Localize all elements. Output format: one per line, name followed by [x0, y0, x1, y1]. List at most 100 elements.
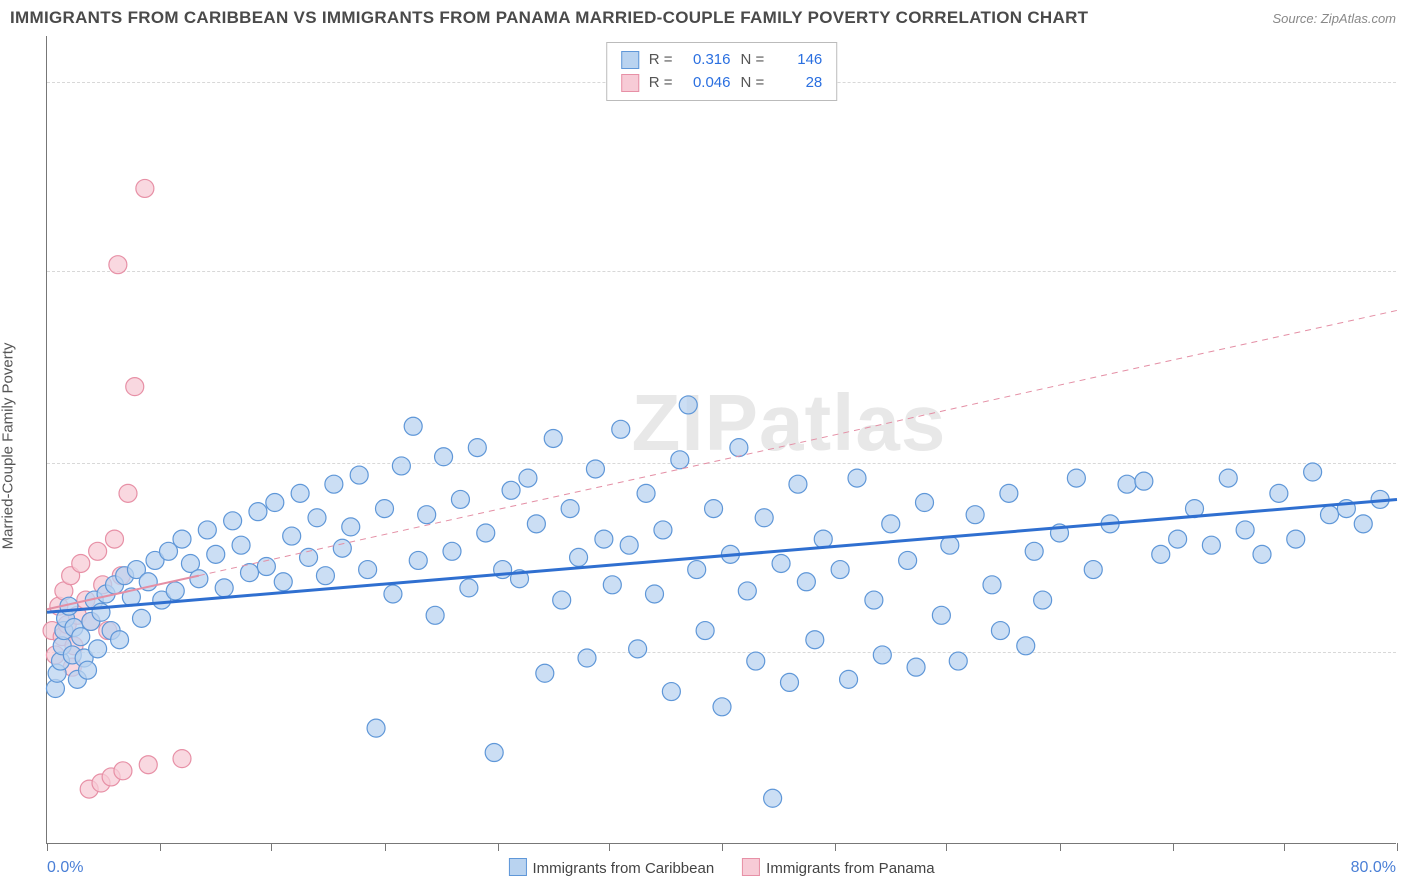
- data-point-caribbean: [443, 542, 461, 560]
- y-tick-label: 6.3%: [1401, 643, 1406, 660]
- data-point-caribbean: [409, 551, 427, 569]
- n-value-panama: 28: [774, 72, 822, 95]
- data-point-caribbean: [460, 579, 478, 597]
- data-point-caribbean: [477, 524, 495, 542]
- title-bar: IMMIGRANTS FROM CARIBBEAN VS IMMIGRANTS …: [0, 0, 1406, 36]
- data-point-caribbean: [519, 469, 537, 487]
- data-point-caribbean: [485, 744, 503, 762]
- data-point-caribbean: [1034, 591, 1052, 609]
- data-point-caribbean: [166, 582, 184, 600]
- x-axis-min: 0.0%: [47, 859, 83, 877]
- data-point-caribbean: [527, 515, 545, 533]
- data-point-caribbean: [772, 554, 790, 572]
- x-tick: [47, 843, 48, 851]
- data-point-caribbean: [595, 530, 613, 548]
- data-point-caribbean: [865, 591, 883, 609]
- data-point-caribbean: [781, 673, 799, 691]
- data-point-caribbean: [873, 646, 891, 664]
- data-point-caribbean: [350, 466, 368, 484]
- x-tick: [946, 843, 947, 851]
- stats-legend-box: R =0.316 N =146 R =0.046 N =28: [606, 42, 838, 101]
- data-point-caribbean: [426, 606, 444, 624]
- data-point-panama: [119, 484, 137, 502]
- data-point-caribbean: [916, 494, 934, 512]
- data-point-caribbean: [586, 460, 604, 478]
- x-tick: [385, 843, 386, 851]
- data-point-caribbean: [274, 573, 292, 591]
- data-point-caribbean: [1169, 530, 1187, 548]
- data-point-caribbean: [561, 500, 579, 518]
- data-point-caribbean: [1000, 484, 1018, 502]
- data-point-caribbean: [241, 564, 259, 582]
- data-point-caribbean: [468, 439, 486, 457]
- data-point-caribbean: [831, 561, 849, 579]
- data-point-panama: [114, 762, 132, 780]
- data-point-caribbean: [620, 536, 638, 554]
- x-axis-max: 80.0%: [1351, 859, 1396, 877]
- x-tick: [609, 843, 610, 851]
- data-point-caribbean: [629, 640, 647, 658]
- bottom-legend: Immigrants from Caribbean Immigrants fro…: [508, 858, 934, 877]
- data-point-caribbean: [392, 457, 410, 475]
- data-point-caribbean: [1287, 530, 1305, 548]
- data-point-panama: [139, 756, 157, 774]
- data-point-caribbean: [1152, 545, 1170, 563]
- data-point-caribbean: [316, 567, 334, 585]
- r-value-panama: 0.046: [683, 72, 731, 95]
- y-tick-label: 12.5%: [1401, 454, 1406, 471]
- x-tick: [271, 843, 272, 851]
- data-point-caribbean: [578, 649, 596, 667]
- data-point-caribbean: [637, 484, 655, 502]
- plot-wrap: ZIPatlas 6.3%12.5%18.8%25.0% R =0.316 N …: [46, 36, 1396, 844]
- data-point-panama: [89, 542, 107, 560]
- data-point-caribbean: [544, 429, 562, 447]
- data-point-caribbean: [1084, 561, 1102, 579]
- data-point-caribbean: [1219, 469, 1237, 487]
- data-point-caribbean: [899, 551, 917, 569]
- y-tick-label: 25.0%: [1401, 73, 1406, 90]
- plot-area: ZIPatlas 6.3%12.5%18.8%25.0% R =0.316 N …: [46, 36, 1396, 844]
- n-value-caribbean: 146: [774, 49, 822, 72]
- data-point-panama: [136, 179, 154, 197]
- data-point-caribbean: [333, 539, 351, 557]
- data-point-caribbean: [840, 670, 858, 688]
- x-tick: [1397, 843, 1398, 851]
- data-point-caribbean: [291, 484, 309, 502]
- data-point-caribbean: [1354, 515, 1372, 533]
- data-point-caribbean: [553, 591, 571, 609]
- data-point-caribbean: [789, 475, 807, 493]
- data-point-caribbean: [89, 640, 107, 658]
- data-point-caribbean: [111, 631, 129, 649]
- data-point-caribbean: [1017, 637, 1035, 655]
- data-point-caribbean: [1202, 536, 1220, 554]
- data-point-caribbean: [190, 570, 208, 588]
- data-point-caribbean: [325, 475, 343, 493]
- data-point-caribbean: [404, 417, 422, 435]
- data-point-caribbean: [173, 530, 191, 548]
- data-point-caribbean: [730, 439, 748, 457]
- data-point-panama: [126, 378, 144, 396]
- data-point-caribbean: [688, 561, 706, 579]
- data-point-caribbean: [603, 576, 621, 594]
- data-point-caribbean: [991, 622, 1009, 640]
- data-point-caribbean: [502, 481, 520, 499]
- data-point-panama: [106, 530, 124, 548]
- data-point-caribbean: [1067, 469, 1085, 487]
- data-point-caribbean: [612, 420, 630, 438]
- data-point-caribbean: [713, 698, 731, 716]
- y-tick-label: 18.8%: [1401, 262, 1406, 279]
- y-axis-label: Married-Couple Family Poverty: [0, 343, 17, 550]
- data-point-caribbean: [1118, 475, 1136, 493]
- data-point-caribbean: [907, 658, 925, 676]
- data-point-caribbean: [308, 509, 326, 527]
- stats-row-panama: R =0.046 N =28: [621, 72, 823, 95]
- data-point-panama: [173, 750, 191, 768]
- data-point-caribbean: [215, 579, 233, 597]
- legend-item-caribbean: Immigrants from Caribbean: [508, 858, 714, 877]
- x-tick: [835, 843, 836, 851]
- data-point-caribbean: [249, 503, 267, 521]
- data-point-caribbean: [932, 606, 950, 624]
- data-point-caribbean: [654, 521, 672, 539]
- data-point-panama: [72, 554, 90, 572]
- data-point-caribbean: [1321, 506, 1339, 524]
